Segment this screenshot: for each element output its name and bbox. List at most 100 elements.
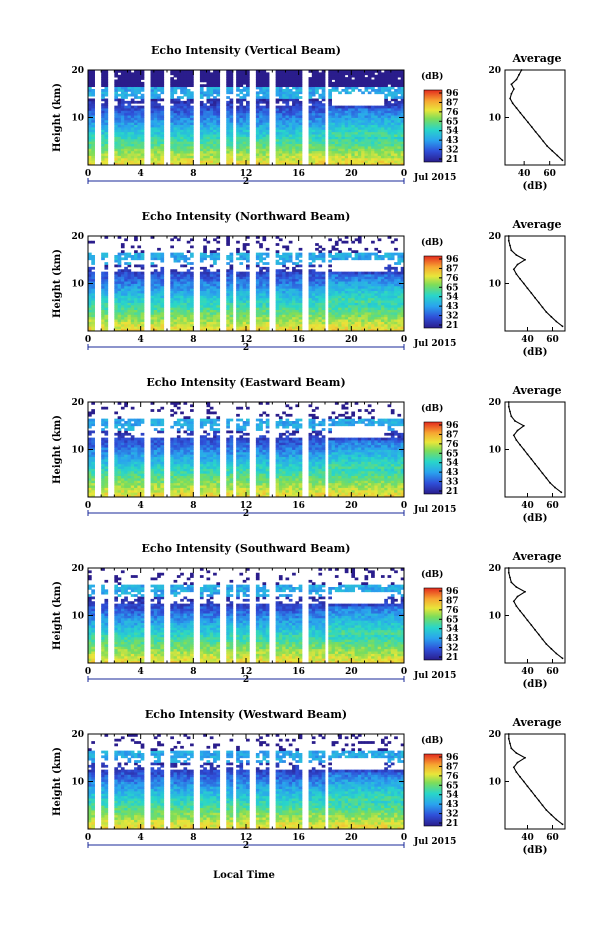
heatmap-cell — [124, 314, 128, 318]
heatmap-cell — [334, 127, 339, 130]
heatmap-cell — [364, 155, 369, 159]
heatmap-cell — [209, 86, 214, 90]
heatmap-cell — [265, 300, 270, 303]
heatmap-cell — [367, 288, 372, 292]
heatmap-cell — [101, 148, 105, 152]
heatmap-cell — [239, 108, 244, 111]
heatmap-cell — [361, 321, 365, 325]
heatmap-cell — [348, 131, 352, 135]
heatmap-cell — [255, 307, 260, 311]
heatmap-cell — [318, 304, 323, 308]
heatmap-cell — [328, 264, 332, 268]
heatmap-cell — [357, 283, 362, 287]
heatmap-cell — [367, 255, 372, 258]
heatmap-cell — [357, 278, 362, 282]
heatmap-cell — [262, 119, 267, 123]
heatmap-cell — [190, 70, 194, 73]
heatmap-cell — [203, 155, 207, 159]
heatmap-cell — [150, 96, 155, 99]
heatmap-cell — [127, 155, 132, 159]
heatmap-cell — [199, 321, 204, 325]
heatmap-cell — [213, 150, 217, 154]
heatmap-cell — [170, 290, 174, 294]
heatmap-cell — [334, 321, 339, 325]
heatmap-cell — [374, 119, 379, 123]
heatmap-cell — [298, 103, 303, 107]
heatmap-cell — [134, 304, 138, 308]
heatmap-cell — [285, 143, 290, 147]
heatmap-cell — [153, 129, 158, 133]
heatmap-cell — [262, 110, 267, 114]
heatmap-cell — [209, 105, 214, 109]
heatmap-cell — [137, 127, 142, 130]
heatmap-cell — [117, 74, 122, 78]
heatmap-cell — [216, 93, 221, 97]
heatmap-cell — [285, 100, 290, 104]
heatmap-cell — [285, 91, 290, 95]
heatmap-cell — [173, 143, 178, 147]
heatmap-cell — [213, 323, 217, 327]
heatmap-cell — [209, 321, 214, 325]
heatmap-cell — [180, 160, 184, 164]
heatmap-cell — [351, 302, 356, 306]
heatmap-cell — [285, 74, 290, 78]
heatmap-cell — [120, 278, 125, 282]
heatmap-cell — [275, 250, 280, 254]
heatmap-cell — [206, 302, 211, 306]
heatmap-cell — [397, 134, 402, 137]
heatmap-cell — [265, 309, 270, 313]
heatmap-cell — [209, 295, 214, 299]
heatmap-cell — [328, 269, 332, 273]
heatmap-cell — [101, 252, 105, 256]
heatmap-cell — [140, 274, 145, 277]
heatmap-cell — [318, 74, 323, 78]
heatmap-cell — [275, 146, 280, 149]
heatmap-cell — [338, 143, 342, 147]
heatmap-cell — [262, 112, 267, 116]
heatmap-cell — [338, 252, 342, 256]
heatmap-cell — [259, 70, 263, 73]
heatmap-cell — [259, 119, 263, 123]
heatmap-cell — [344, 300, 349, 303]
heatmap-cell — [315, 108, 319, 111]
heatmap-cell — [278, 262, 283, 265]
heatmap-cell — [357, 255, 362, 258]
heatmap-cell — [308, 312, 313, 315]
heatmap-cell — [229, 138, 234, 142]
heatmap-cell — [334, 288, 339, 292]
heatmap-cell — [134, 112, 138, 116]
heatmap-cell — [206, 283, 211, 287]
heatmap-cell — [239, 300, 244, 303]
heatmap-cell — [348, 136, 352, 140]
heatmap-cell — [134, 108, 138, 111]
heatmap-cell — [176, 136, 181, 140]
heatmap-cell — [288, 314, 293, 318]
heatmap-cell — [361, 84, 365, 88]
heatmap-cell — [134, 146, 138, 149]
heatmap-cell — [364, 312, 369, 315]
heatmap-cell — [153, 316, 158, 320]
heatmap-cell — [292, 283, 296, 287]
heatmap-cell — [321, 247, 326, 251]
heatmap-cell — [190, 153, 194, 156]
heatmap-cell — [101, 274, 105, 277]
heatmap-cell — [101, 146, 105, 149]
heatmap-cell — [255, 255, 260, 258]
heatmap-cell — [206, 162, 211, 166]
heatmap-cell — [229, 155, 234, 159]
heatmap-cell — [298, 307, 303, 311]
heatmap-cell — [341, 162, 346, 166]
heatmap-cell — [117, 131, 122, 135]
heatmap-cell — [150, 162, 155, 166]
heatmap-cell — [216, 155, 221, 159]
heatmap-cell — [341, 112, 346, 116]
heatmap-cell — [183, 141, 188, 145]
heatmap-cell — [170, 314, 174, 318]
heatmap-cell — [315, 143, 319, 147]
heatmap-cell — [242, 316, 247, 320]
heatmap-cell — [183, 309, 188, 313]
heatmap-cell — [140, 86, 145, 90]
heatmap-cell — [282, 122, 286, 126]
heatmap-cell — [137, 81, 142, 85]
heatmap-cell — [180, 141, 184, 145]
